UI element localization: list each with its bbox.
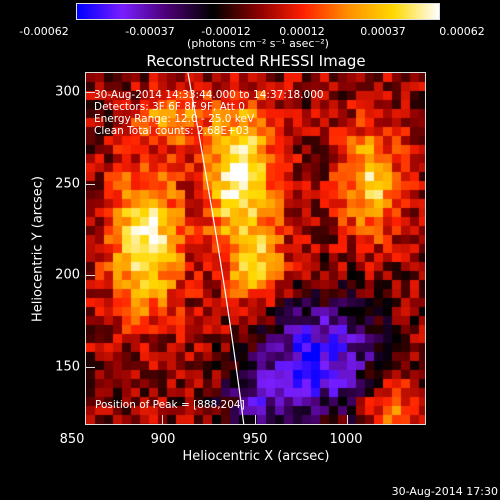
colorbar-tick-label: 0.00037 — [360, 25, 406, 38]
x-axis-label: Heliocentric X (arcsec) — [182, 449, 330, 464]
colorbar-tick-label: 0.00012 — [279, 25, 325, 38]
x-tick-label: 900 — [150, 432, 176, 447]
y-tick-label: 200 — [55, 267, 80, 283]
x-tick-mark — [85, 415, 86, 425]
y-tick-mark — [85, 367, 95, 368]
x-tick-label: 850 — [59, 432, 85, 447]
y-tick-label: 150 — [55, 359, 80, 375]
colorbar-tick-label: 0.00062 — [439, 25, 485, 38]
y-tick-mark — [85, 184, 95, 185]
y-tick-mark — [85, 92, 95, 93]
y-tick-label: 250 — [55, 176, 80, 192]
x-tick-label: 950 — [242, 432, 268, 447]
colorbar-tick-label: -0.00012 — [201, 25, 251, 38]
peak-position-label: Position of Peak = [888,204] — [95, 399, 245, 411]
colorbar-tick-label: -0.00037 — [125, 25, 175, 38]
x-tick-label: 1000 — [329, 432, 363, 447]
render-timestamp: 30-Aug-2014 17:30 — [391, 485, 498, 498]
y-tick-label: 300 — [55, 84, 80, 100]
x-tick-mark — [347, 415, 348, 425]
annotation-energy-range: Energy Range: 12.0 - 25.0 keV — [94, 113, 255, 125]
solar-limb-line — [187, 73, 245, 424]
y-axis-label: Heliocentric Y (arcsec) — [30, 176, 46, 322]
colorbar — [76, 3, 440, 20]
flux-heatmap — [86, 73, 425, 424]
annotation-block: 30-Aug-2014 14:33:44.000 to 14:37:18.000… — [94, 89, 324, 137]
x-tick-mark — [162, 415, 163, 425]
y-tick-mark — [85, 275, 95, 276]
annotation-time-range: 30-Aug-2014 14:33:44.000 to 14:37:18.000 — [94, 89, 324, 101]
colorbar-tick-label: -0.00062 — [19, 25, 69, 38]
plot-title: Reconstructed RHESSI Image — [146, 52, 366, 70]
x-tick-mark — [255, 415, 256, 425]
annotation-clean-counts: Clean Total counts: 2.68E+03 — [94, 125, 250, 137]
image-plot-area: 30-Aug-2014 14:33:44.000 to 14:37:18.000… — [85, 72, 426, 425]
annotation-detectors: Detectors: 3F 6F 8F 9F, Att 0 — [94, 101, 245, 113]
colorbar-units: (photons cm⁻² s⁻¹ asec⁻²) — [187, 37, 329, 50]
